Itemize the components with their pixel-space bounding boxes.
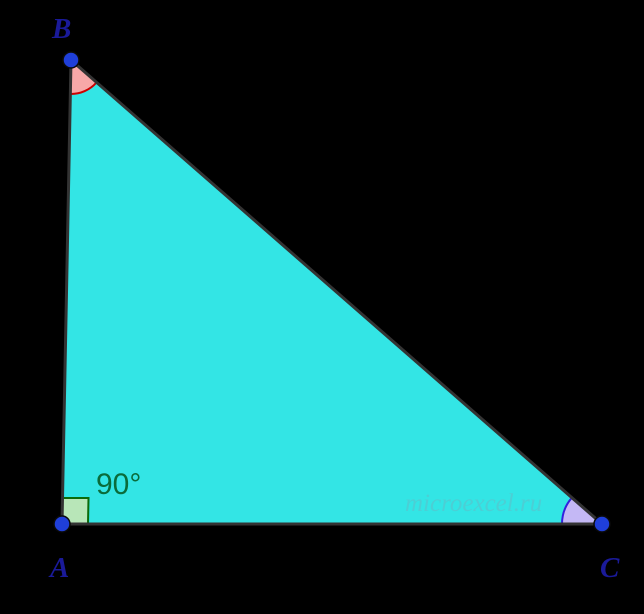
vertex-b-marker [63, 52, 79, 68]
triangle-svg [0, 0, 644, 609]
vertex-c-label: C [600, 552, 619, 585]
right-triangle-diagram: A B C 90° microexcel.ru [0, 0, 644, 609]
vertex-c-marker [594, 516, 610, 532]
vertex-a-label: A [50, 552, 69, 585]
right-angle-label: 90° [96, 468, 141, 502]
vertex-a-marker [54, 516, 70, 532]
vertex-b-label: B [52, 13, 71, 46]
watermark-text: microexcel.ru [405, 490, 542, 518]
